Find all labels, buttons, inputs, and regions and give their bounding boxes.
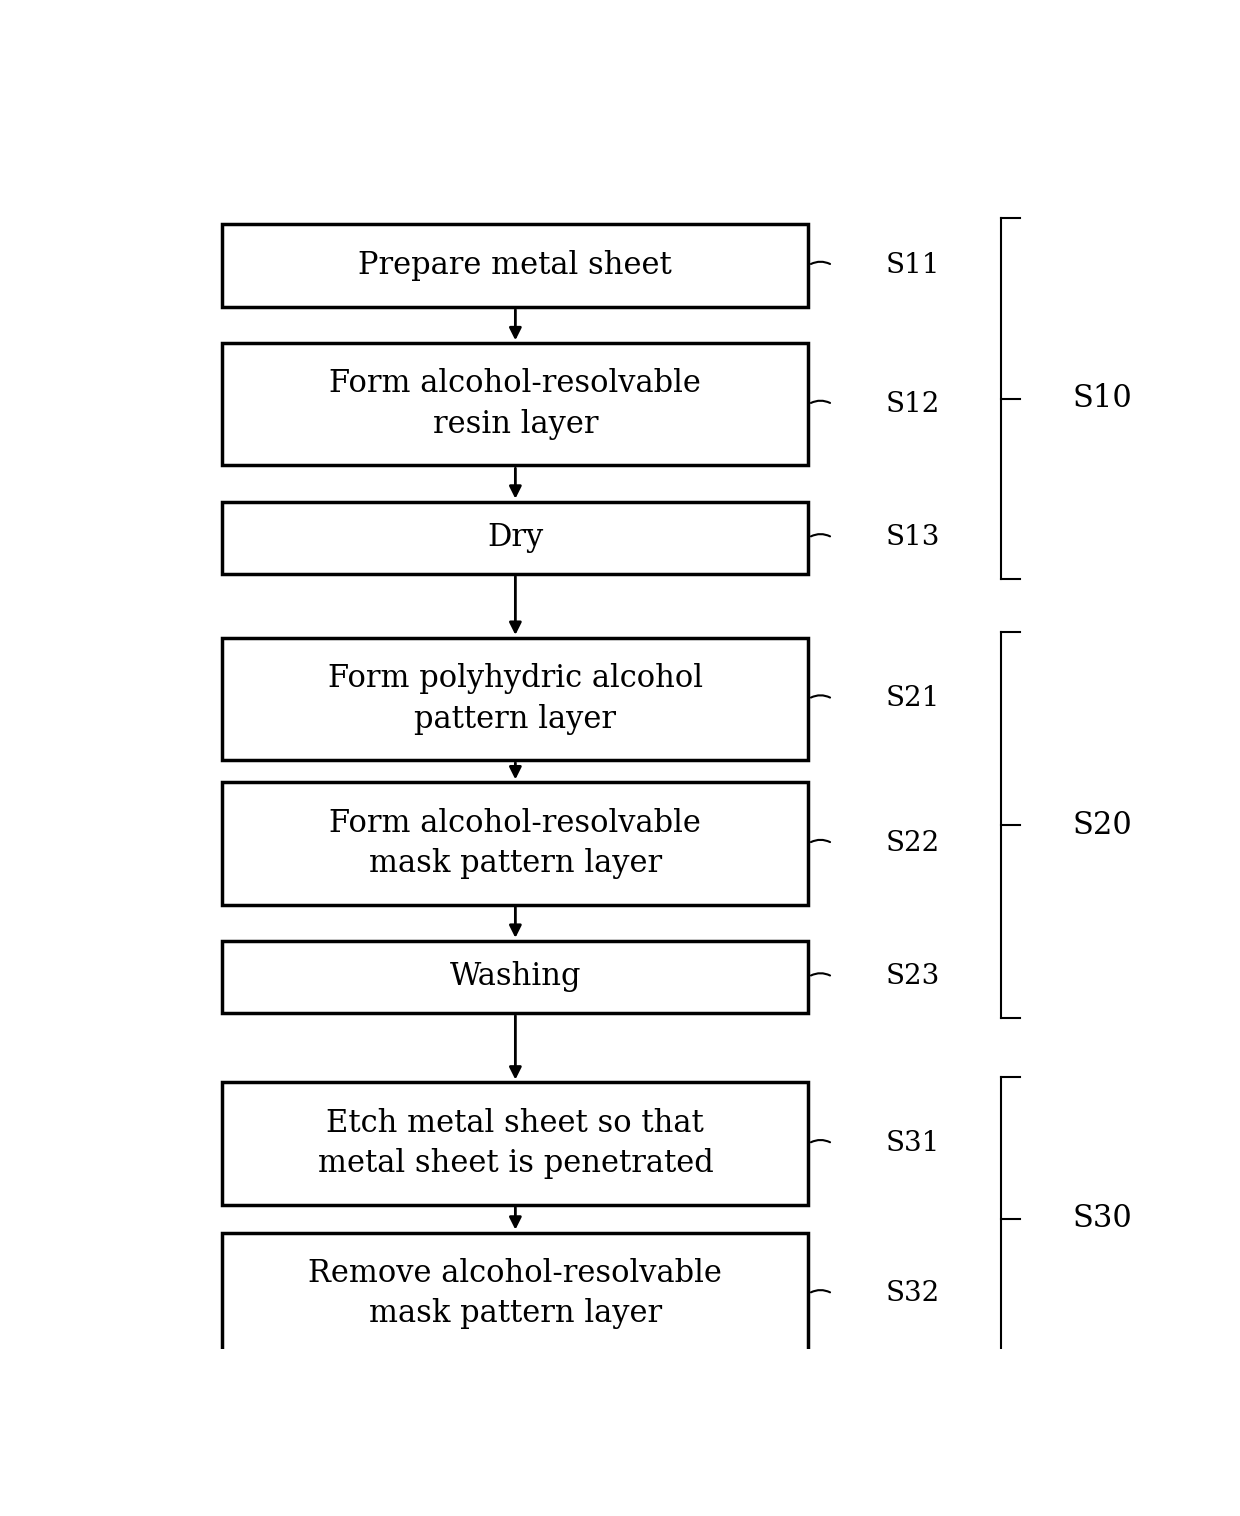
Text: S13: S13: [885, 525, 940, 552]
FancyBboxPatch shape: [222, 782, 808, 905]
Text: Form alcohol-resolvable
mask pattern layer: Form alcohol-resolvable mask pattern lay…: [330, 808, 702, 879]
Text: Remove alcohol-resolvable
mask pattern layer: Remove alcohol-resolvable mask pattern l…: [309, 1258, 723, 1330]
Text: Etch metal sheet so that
metal sheet is penetrated: Etch metal sheet so that metal sheet is …: [317, 1108, 713, 1179]
FancyBboxPatch shape: [222, 1233, 808, 1355]
FancyBboxPatch shape: [222, 638, 808, 760]
FancyBboxPatch shape: [222, 1082, 808, 1205]
Text: Washing: Washing: [450, 961, 582, 993]
Text: Dry: Dry: [487, 522, 543, 553]
FancyBboxPatch shape: [222, 940, 808, 1013]
Text: S30: S30: [1073, 1204, 1132, 1234]
Text: Form polyhydric alcohol
pattern layer: Form polyhydric alcohol pattern layer: [327, 662, 703, 735]
Text: S31: S31: [885, 1129, 940, 1157]
Text: S22: S22: [885, 829, 940, 857]
Text: S23: S23: [885, 963, 940, 990]
Text: S11: S11: [885, 252, 940, 279]
Text: Form alcohol-resolvable
resin layer: Form alcohol-resolvable resin layer: [330, 368, 702, 440]
FancyBboxPatch shape: [222, 343, 808, 465]
Text: S10: S10: [1073, 384, 1132, 414]
Text: Prepare metal sheet: Prepare metal sheet: [358, 250, 672, 280]
Text: S20: S20: [1073, 810, 1132, 841]
Text: S21: S21: [885, 685, 940, 713]
FancyBboxPatch shape: [222, 502, 808, 575]
Text: S12: S12: [885, 391, 940, 418]
Text: S32: S32: [885, 1280, 940, 1307]
FancyBboxPatch shape: [222, 224, 808, 308]
